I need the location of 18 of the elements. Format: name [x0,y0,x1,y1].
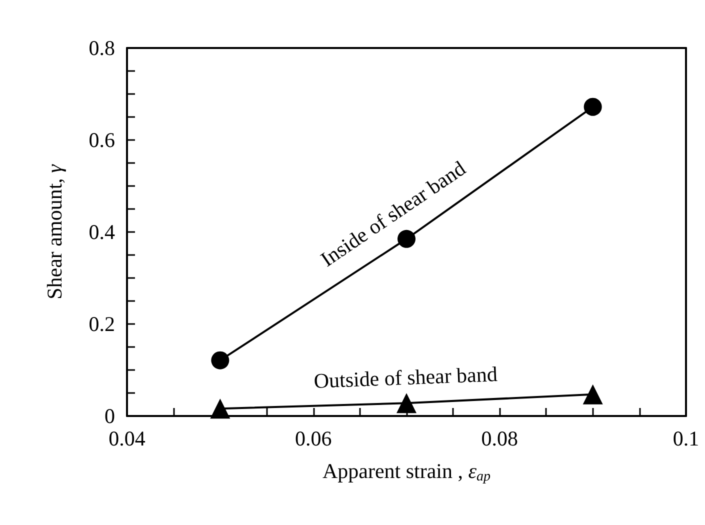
point [210,398,230,419]
y-tick-label: 0 [104,404,115,428]
series-label: Outside of shear band [313,362,498,394]
x-tick-label: 0.06 [294,426,332,450]
y-tick-label: 0.6 [88,128,115,152]
y-tick-label: 0.4 [88,220,116,244]
text: Inside of shear band [316,156,470,272]
x-tick-label: 0.04 [108,426,146,450]
x-tick-label: 0.1 [672,426,700,450]
x-tick-label: 0.08 [481,426,518,450]
y-tick-label: 0.2 [88,312,115,336]
point [582,384,603,404]
point [396,393,416,414]
point [584,98,602,116]
point [211,351,230,370]
y-tick-label: 0.8 [88,36,115,60]
point [398,230,416,248]
y-axis-title: Shear amount, γ [42,164,66,300]
